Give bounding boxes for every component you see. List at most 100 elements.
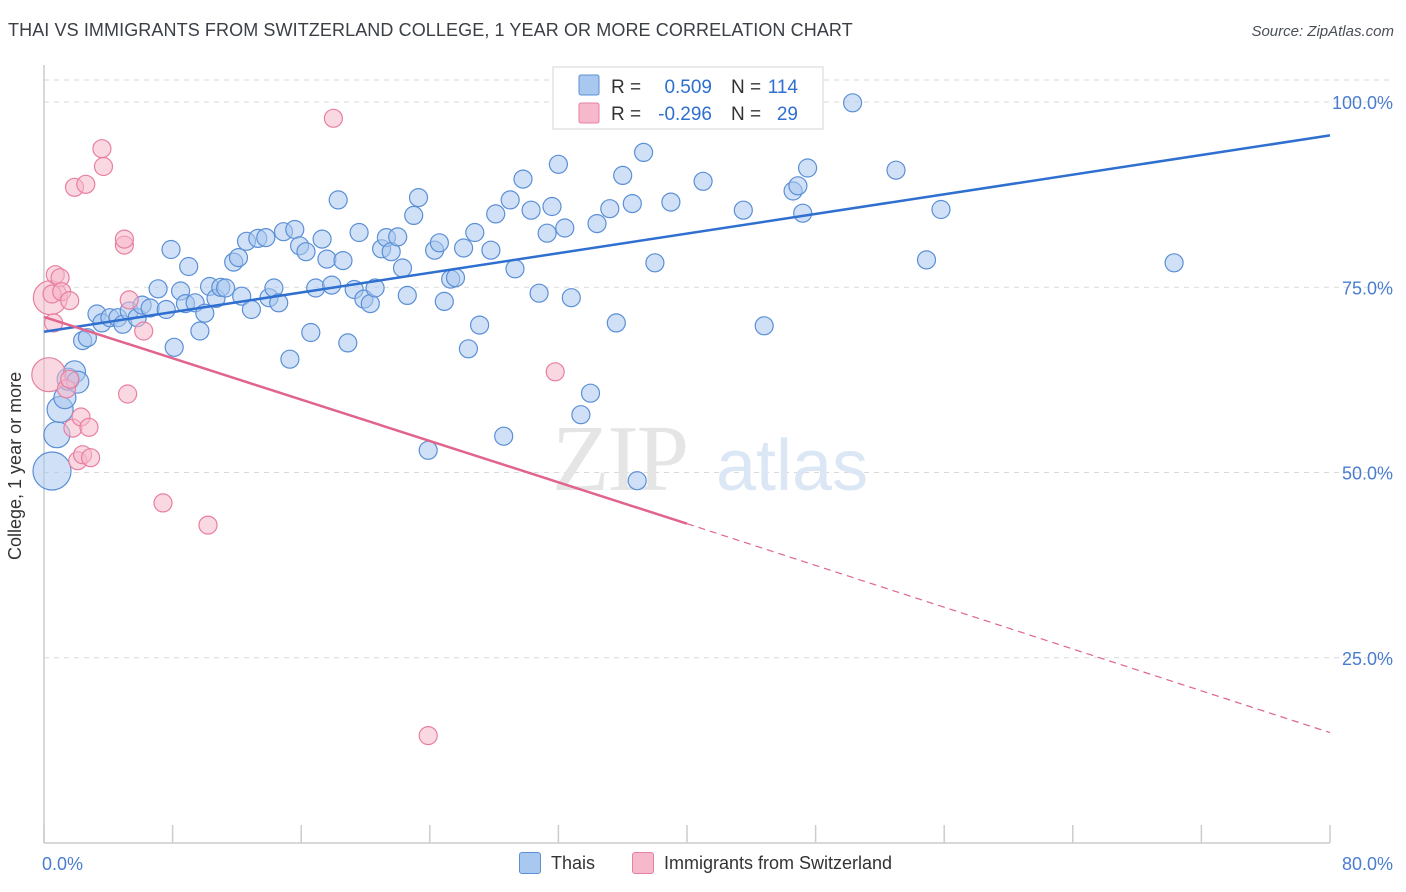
legend-n-label-swiss: N = xyxy=(731,104,761,125)
thais-point xyxy=(216,278,236,298)
swiss-point xyxy=(92,139,112,159)
thais-point xyxy=(587,214,607,234)
thais-point xyxy=(793,203,813,223)
swiss-point xyxy=(119,290,139,310)
thais-point xyxy=(561,288,581,308)
legend-n-value-swiss: 29 xyxy=(777,104,798,125)
watermark-atlas: atlas xyxy=(716,426,868,506)
thais-point xyxy=(505,259,525,279)
swiss-point xyxy=(323,108,343,128)
legend-label-swiss: Immigrants from Switzerland xyxy=(664,852,893,873)
thais-point xyxy=(886,160,906,180)
thais-point xyxy=(627,471,647,491)
swiss-trendline xyxy=(43,315,688,525)
legend-item-thais: Thais xyxy=(519,852,595,874)
x-tick-label-min: 0.0% xyxy=(42,854,83,874)
source-credit: Source: ZipAtlas.com xyxy=(1251,23,1394,40)
thais-point xyxy=(500,190,520,210)
thais-point xyxy=(521,200,541,220)
thais-point xyxy=(645,253,665,273)
thais-point xyxy=(445,268,466,288)
thais-point xyxy=(486,204,506,224)
thais-point xyxy=(333,251,353,271)
thais-point xyxy=(754,316,774,336)
thais-point xyxy=(537,223,557,243)
legend-n-value-thais: 114 xyxy=(768,77,799,98)
legend-swatch-thais-bottom xyxy=(519,852,541,874)
legend-r-label-swiss: R = xyxy=(611,104,641,125)
thais-point xyxy=(296,242,316,262)
thais-point xyxy=(797,158,818,178)
thais-point xyxy=(280,349,300,369)
legend-r-label-thais: R = xyxy=(611,77,641,98)
thais-point xyxy=(434,291,454,311)
thais-point xyxy=(555,218,575,238)
thais-point xyxy=(392,258,413,278)
thais-point xyxy=(916,250,937,270)
legend-swatch-swiss xyxy=(578,102,600,124)
thais-point xyxy=(317,249,337,269)
thais-point xyxy=(349,222,369,243)
thais-point xyxy=(388,227,408,247)
thais-point xyxy=(228,248,249,268)
legend-r-value-swiss: -0.296 xyxy=(658,104,712,125)
tick-label-layer: 100.0% 75.0% 50.0% 25.0% 0.0% 80.0% xyxy=(42,93,1393,874)
thais-point xyxy=(548,154,569,174)
legend-swatch-swiss-bottom xyxy=(632,852,654,874)
thais-point xyxy=(301,322,321,343)
thais-point xyxy=(312,229,332,249)
swiss-point xyxy=(198,515,218,535)
series-legend: Thais Immigrants from Switzerland xyxy=(0,852,1406,878)
thais-point xyxy=(571,405,591,425)
swiss-point xyxy=(93,156,114,177)
thais-point xyxy=(190,321,210,341)
thais-point xyxy=(161,239,181,260)
thais-point xyxy=(661,192,681,212)
thais-point xyxy=(606,313,626,333)
axes-layer xyxy=(43,65,1331,844)
thais-point xyxy=(931,199,951,220)
thais-point xyxy=(338,333,358,353)
thais-point xyxy=(148,279,168,299)
stats-legend: R = 0.509 N = 114 R = -0.296 N = 29 xyxy=(552,66,824,130)
thais-point xyxy=(32,451,72,491)
thais-point xyxy=(328,190,348,210)
thais-point xyxy=(465,222,485,243)
swiss-point xyxy=(545,362,565,382)
thais-point xyxy=(529,283,549,303)
thais-point xyxy=(454,238,474,258)
swiss-point xyxy=(79,417,99,437)
thais-point xyxy=(458,339,478,359)
y-tick-label: 100.0% xyxy=(1332,93,1393,113)
legend-swatch-thais xyxy=(578,74,600,96)
thais-point xyxy=(408,188,429,208)
thais-point xyxy=(418,440,438,460)
thais-point xyxy=(1164,253,1184,273)
trendline-layer xyxy=(43,134,1331,734)
thais-point xyxy=(693,171,713,191)
thais-point xyxy=(542,196,562,217)
thais-point xyxy=(613,165,633,185)
thais-point xyxy=(733,200,753,220)
thais-point xyxy=(494,426,514,446)
thais-point xyxy=(269,293,289,313)
thais-point xyxy=(397,285,417,305)
y-tick-label: 25.0% xyxy=(1342,649,1393,669)
thais-point xyxy=(164,337,184,357)
thais-point xyxy=(156,299,176,320)
y-tick-label: 75.0% xyxy=(1342,278,1393,298)
thais-trendline xyxy=(43,134,1331,333)
thais-point xyxy=(481,240,501,260)
swiss-point xyxy=(60,291,80,311)
thais-point xyxy=(429,233,449,253)
thais-point xyxy=(633,142,654,162)
thais-point xyxy=(256,228,276,248)
swiss-point xyxy=(117,384,138,404)
swiss-trendline-extension xyxy=(686,523,1331,734)
thais-point xyxy=(470,315,490,335)
legend-r-value-thais: 0.509 xyxy=(664,77,712,98)
swiss-point xyxy=(114,229,135,249)
thais-point xyxy=(322,275,342,295)
thais-point xyxy=(306,278,326,298)
